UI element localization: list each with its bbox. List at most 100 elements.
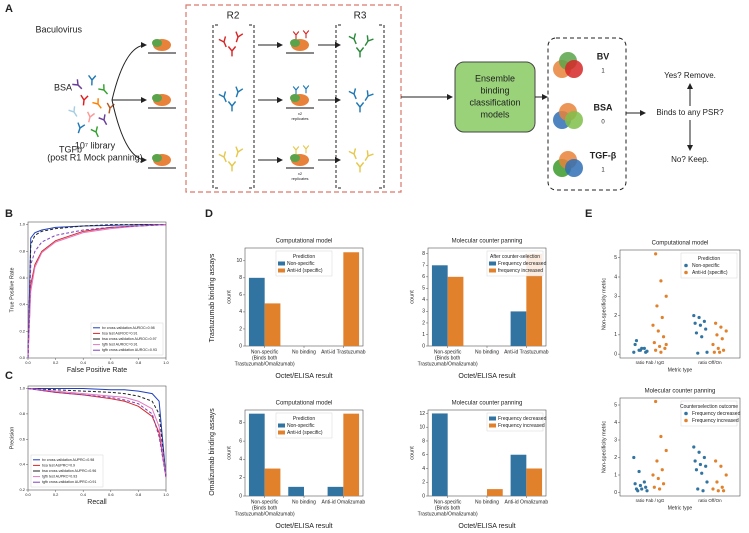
point [637, 469, 641, 474]
point [693, 459, 697, 463]
legend-label: tgfb cross-validation AUPRC=0.91 [42, 480, 96, 484]
antibody-icon [90, 126, 99, 138]
library-note: (post R1 Mock panning) [47, 152, 143, 162]
x-tick-label: 0.4 [80, 492, 86, 497]
question: Binds to any PSR? [656, 108, 724, 117]
bar [510, 454, 527, 496]
antibody-icon [235, 146, 244, 158]
antibody-stroke [86, 111, 96, 123]
x-tick-label: Trastuzumab/Omalizumab) [418, 511, 478, 517]
point [634, 339, 639, 343]
x-tick-label: 1.0 [163, 492, 169, 497]
antibody-stroke [292, 31, 300, 40]
point [696, 487, 700, 491]
antibody-stroke [348, 148, 357, 160]
x-tick-label: Non-specific [434, 499, 462, 505]
point [692, 445, 696, 449]
source-label: BSA [54, 82, 72, 92]
y-tick-label: 6 [422, 274, 425, 280]
point [694, 468, 699, 472]
x-tick-label: No binding [292, 499, 316, 505]
legend-box [486, 250, 544, 277]
y-tick-label: 8 [422, 438, 425, 444]
chart-title: Computational model [276, 401, 333, 407]
point [715, 480, 719, 484]
point [638, 483, 643, 488]
x-tick-label: Anti-id Omalizumab [505, 499, 549, 505]
legend-box [30, 454, 104, 488]
antibody-icon [292, 31, 300, 40]
antibody-stroke [98, 84, 109, 95]
y-tick-label: 10 [419, 425, 425, 431]
x-tick-label: ratio Fab / IgG [636, 360, 665, 365]
x-tick-label: 0.4 [80, 360, 86, 365]
point [704, 327, 708, 331]
y-tick-label: 0.6 [19, 436, 25, 441]
point [693, 321, 697, 325]
point [655, 459, 659, 463]
cell-icon [290, 39, 300, 47]
point [663, 346, 667, 350]
point [655, 304, 659, 308]
point [656, 329, 660, 333]
bracket [249, 24, 255, 189]
antibody-icon [80, 94, 89, 106]
legend-swatch [684, 270, 688, 275]
point [711, 342, 715, 347]
y-tick-label: 2 [239, 326, 242, 332]
antibody-icon [235, 86, 244, 98]
x-tick-label: 0.2 [53, 492, 59, 497]
antibody-icon [227, 46, 237, 57]
y-tick-label: 4 [614, 420, 617, 426]
y-tick-label: 4 [239, 309, 242, 315]
point [716, 346, 720, 350]
point [715, 333, 719, 337]
point [716, 489, 720, 493]
antibody-stroke [72, 79, 83, 90]
x-tick-label: 1.0 [163, 360, 169, 365]
panel-label: E [585, 208, 592, 220]
protein-blob [565, 111, 583, 129]
protein-blob [565, 60, 583, 78]
antibody-stroke [235, 86, 244, 98]
point [632, 455, 636, 460]
point [724, 329, 728, 333]
panel-label: A [5, 3, 13, 15]
output-name: BSA [593, 102, 613, 112]
antibody-icon [348, 148, 357, 160]
antibody-icon [364, 150, 374, 161]
point [721, 348, 726, 352]
x-axis-label: Metric type [668, 367, 693, 373]
point [656, 476, 660, 481]
point [697, 315, 701, 320]
legend-box [486, 412, 544, 432]
legend-label: bv cross-validation AUPRC=0.98 [42, 458, 94, 462]
point [640, 487, 644, 491]
point [724, 473, 728, 477]
x-tick-label: 0.0 [25, 492, 31, 497]
plot-frame [27, 385, 167, 491]
x-axis-label: Octet/ELISA result [275, 373, 332, 380]
y-tick-label: 8 [422, 251, 425, 257]
legend-label: bsa test AUROC=0.91 [102, 331, 137, 335]
point [654, 252, 658, 256]
x-tick-label: No binding [475, 499, 499, 505]
point [698, 462, 703, 467]
y-tick-label: 2 [614, 313, 617, 319]
curve [27, 224, 166, 359]
point [694, 331, 699, 335]
legend-label: Non-specific [287, 423, 315, 429]
y-tick-label: 0.8 [19, 411, 25, 416]
antibody-stroke [218, 151, 227, 163]
y-tick-label: 2 [422, 320, 425, 326]
antibody-icon [218, 91, 227, 103]
antibody-stroke [364, 150, 374, 161]
output-box [547, 37, 627, 191]
x-tick-label: (Binds both [252, 505, 278, 511]
bar [526, 468, 543, 496]
antibody-icon [364, 35, 374, 46]
y-tick-label: 0 [239, 343, 242, 349]
y-tick-label: 0 [422, 343, 425, 349]
antibody-stroke [80, 94, 89, 106]
antibody-icon [355, 102, 365, 113]
